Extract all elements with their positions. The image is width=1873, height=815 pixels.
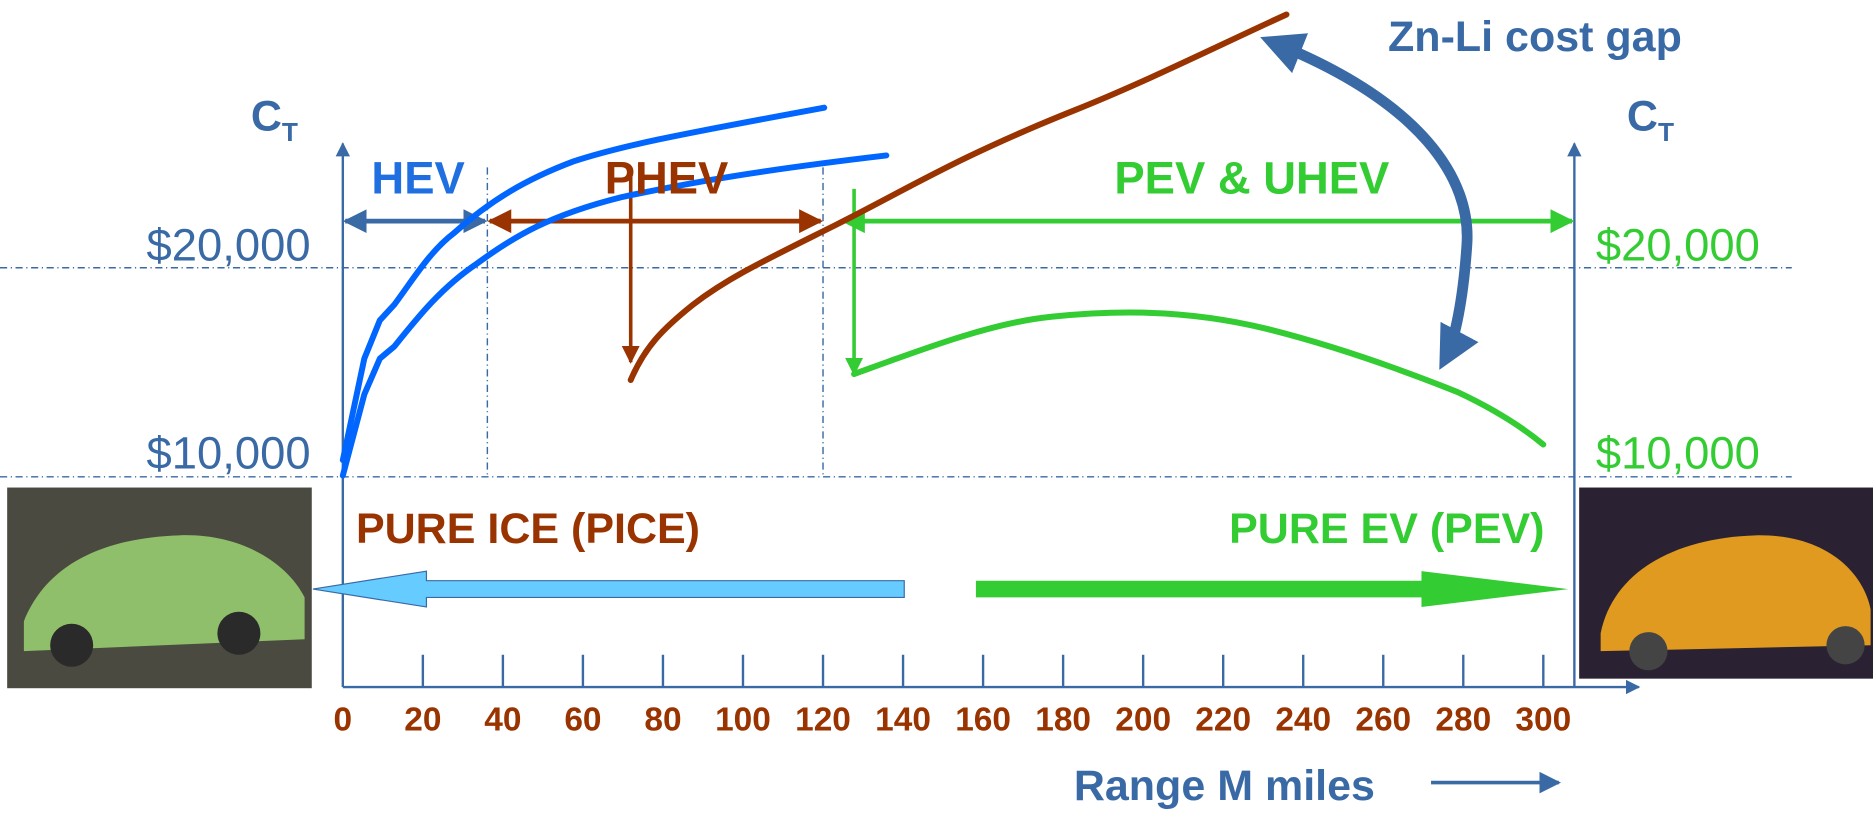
left-tick-label: $20,000 — [147, 220, 311, 271]
ice-car-image — [7, 488, 312, 689]
x-axis-label: Range M miles — [1074, 762, 1375, 810]
x-ticks: 0 20 40 60 80 100 120 140 160 180 200 220 240 260 280 3… — [334, 655, 1572, 739]
pev-curve — [854, 312, 1543, 444]
x-tick-label: 240 — [1275, 701, 1331, 738]
x-tick-label: 60 — [564, 701, 601, 738]
x-tick-label: 180 — [1035, 701, 1091, 738]
cost-gap-label: Zn-Li cost gap — [1388, 13, 1682, 61]
region-label: PEV & UHEV — [1114, 153, 1389, 204]
x-tick-label: 280 — [1435, 701, 1491, 738]
x-tick-label: 20 — [404, 701, 441, 738]
pure-ev-label: PURE EV (PEV) — [1229, 505, 1544, 553]
left-tick-label: $10,000 — [147, 427, 311, 478]
right-tick-label: $20,000 — [1596, 220, 1760, 271]
right-tick-label: $10,000 — [1596, 427, 1760, 478]
x-tick-label: 260 — [1355, 701, 1411, 738]
x-tick-label: 100 — [715, 701, 771, 738]
diagram: 0 20 40 60 80 100 120 140 160 180 200 220 240 260 280 3… — [0, 0, 1873, 815]
region-label: HEV — [371, 153, 464, 204]
curves — [343, 15, 1543, 476]
x-tick-label: 0 — [334, 701, 353, 738]
x-tick-label: 300 — [1515, 701, 1571, 738]
page: {"left_axis": {"label": "C", "label_sub"… — [0, 0, 1873, 815]
x-tick-label: 40 — [484, 701, 521, 738]
ev-car-image — [1579, 488, 1873, 679]
x-tick-label: 160 — [955, 701, 1011, 738]
x-tick-label: 80 — [644, 701, 681, 738]
right-axis-label: CT — [1627, 93, 1674, 147]
left-axis-label: CT — [251, 93, 298, 147]
x-tick-label: 220 — [1195, 701, 1251, 738]
x-tick-label: 140 — [875, 701, 931, 738]
ev-arrow — [976, 571, 1568, 607]
region-label: PHEV — [605, 153, 729, 204]
x-tick-label: 120 — [795, 701, 851, 738]
ice-arrow — [313, 571, 904, 607]
axes — [343, 144, 1639, 783]
x-tick-label: 200 — [1115, 701, 1171, 738]
pure-ice-label: PURE ICE (PICE) — [356, 505, 700, 553]
